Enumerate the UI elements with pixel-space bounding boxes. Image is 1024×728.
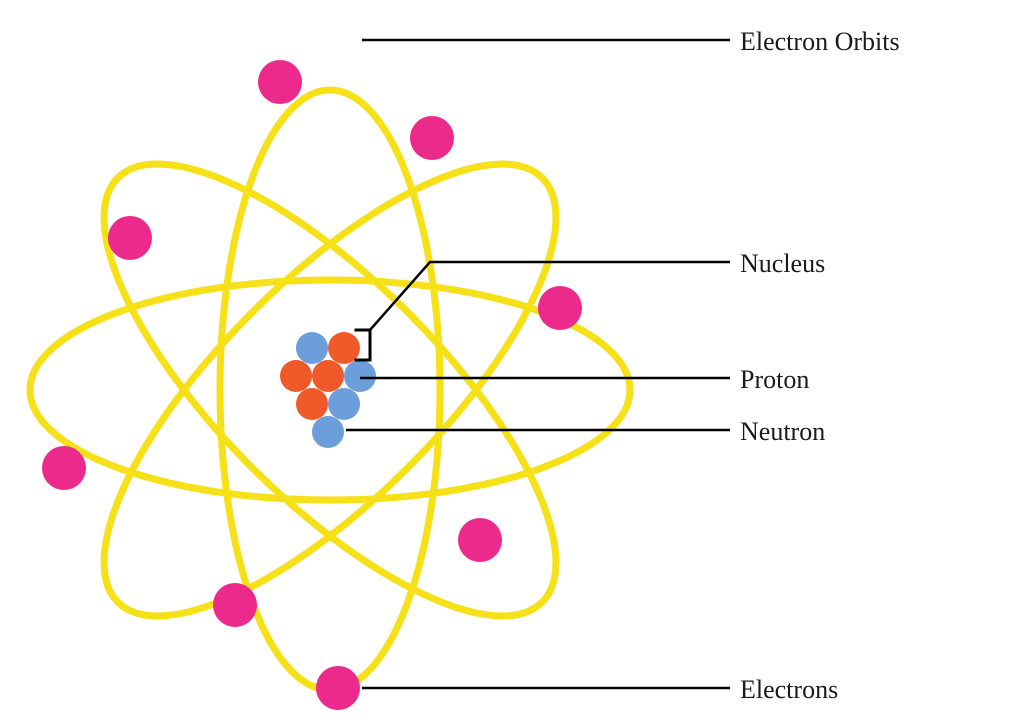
label-nucleus: Nucleus: [740, 249, 825, 278]
label-electrons: Electrons: [740, 675, 838, 704]
proton: [296, 388, 328, 420]
labels-group: Electron Orbits Nucleus Proton Neutron Elect…: [740, 27, 900, 704]
electron: [213, 583, 257, 627]
electron: [42, 446, 86, 490]
label-proton: Proton: [740, 365, 809, 394]
label-neutron: Neutron: [740, 417, 825, 446]
electron: [108, 216, 152, 260]
electron: [316, 666, 360, 710]
neutron: [296, 332, 328, 364]
neutron: [344, 360, 376, 392]
electron: [258, 60, 302, 104]
electron: [538, 286, 582, 330]
electron: [410, 116, 454, 160]
proton: [312, 360, 344, 392]
electron: [458, 518, 502, 562]
proton: [280, 360, 312, 392]
neutron: [328, 388, 360, 420]
atom-diagram: Electron Orbits Nucleus Proton Neutron Elect…: [0, 0, 1024, 728]
label-orbits: Electron Orbits: [740, 27, 900, 56]
neutron: [312, 416, 344, 448]
label-leaders: [346, 40, 730, 688]
